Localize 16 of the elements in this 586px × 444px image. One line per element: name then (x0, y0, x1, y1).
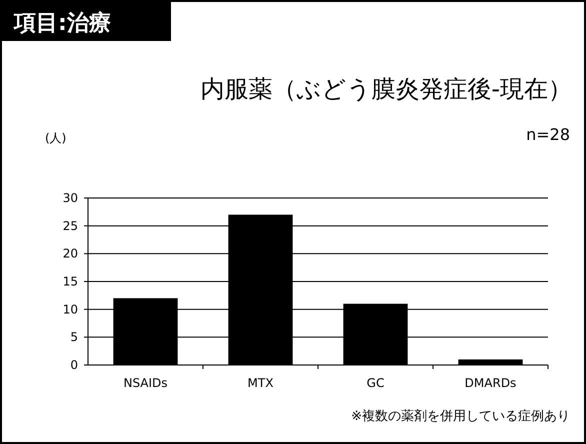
chart-title: 内服薬（ぶどう膜炎発症後-現在） (200, 75, 572, 103)
x-tick-label: DMARDs (464, 376, 516, 390)
y-tick-label: 5 (70, 330, 78, 344)
text: ※複数の薬剤を併用している症例あり (351, 409, 570, 424)
text: n=28 (526, 125, 570, 144)
y-tick-label: 30 (62, 191, 78, 205)
x-tick-label: MTX (248, 376, 274, 390)
header-tag: 項目:治療 (1, 1, 171, 41)
y-tick-label: 10 (62, 302, 78, 316)
y-axis-title: (人) (45, 131, 66, 145)
y-tick-label: 25 (62, 218, 78, 233)
x-tick-label: NSAIDs (123, 376, 168, 390)
y-tick-label: 20 (62, 246, 78, 261)
y-tick-label: 0 (70, 358, 78, 372)
x-tick-label: GC (366, 376, 384, 390)
y-tick-label: 15 (62, 274, 78, 288)
